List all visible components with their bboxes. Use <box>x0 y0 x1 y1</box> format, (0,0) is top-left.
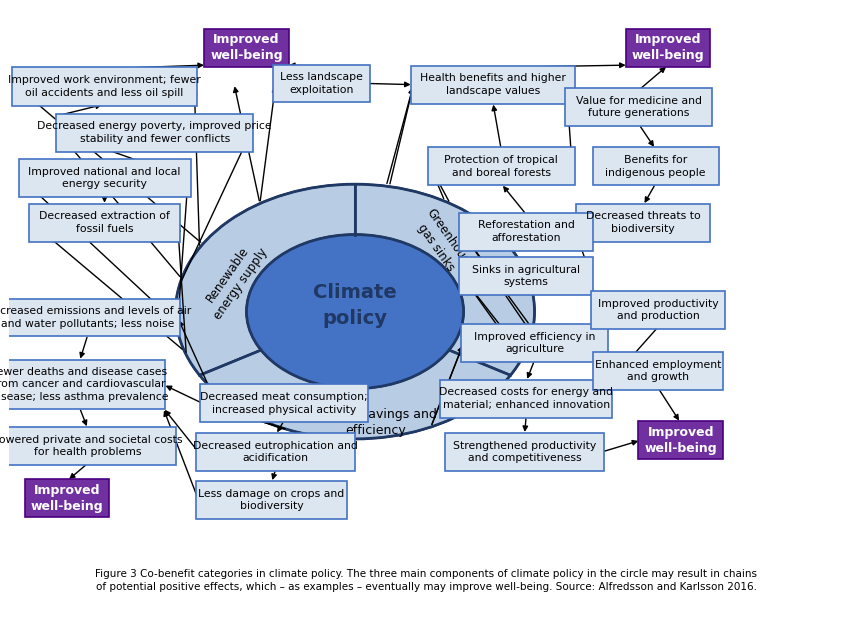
Text: Decreased meat consumption;
increased physical activity: Decreased meat consumption; increased ph… <box>200 392 368 415</box>
FancyBboxPatch shape <box>440 380 613 417</box>
Text: Improved
well-being: Improved well-being <box>210 33 283 62</box>
FancyBboxPatch shape <box>25 479 109 517</box>
Text: Improved national and local
energy security: Improved national and local energy secur… <box>28 167 181 189</box>
Text: Lowered private and societal costs
for health problems: Lowered private and societal costs for h… <box>0 435 182 457</box>
Text: Improved
well-being: Improved well-being <box>31 484 103 513</box>
FancyBboxPatch shape <box>0 427 176 465</box>
FancyBboxPatch shape <box>56 114 253 151</box>
FancyBboxPatch shape <box>593 352 723 390</box>
Text: Decreased extraction of
fossil fuels: Decreased extraction of fossil fuels <box>39 211 170 234</box>
Polygon shape <box>199 350 510 439</box>
Polygon shape <box>176 184 355 375</box>
Text: Decreased energy poverty, improved price
stability and fewer conflicts: Decreased energy poverty, improved price… <box>37 122 272 144</box>
Text: Improved work environment; fewer
oil accidents and less oil spill: Improved work environment; fewer oil acc… <box>9 75 201 98</box>
Text: Climate
policy: Climate policy <box>314 283 397 328</box>
Polygon shape <box>355 184 534 375</box>
Text: Sinks in agricultural
systems: Sinks in agricultural systems <box>472 265 580 287</box>
FancyBboxPatch shape <box>196 433 355 471</box>
FancyBboxPatch shape <box>428 147 574 185</box>
Text: Enhanced employment
and growth: Enhanced employment and growth <box>595 359 722 382</box>
Text: Value for medicine and
future generations: Value for medicine and future generation… <box>576 96 702 118</box>
FancyBboxPatch shape <box>445 433 604 471</box>
FancyBboxPatch shape <box>19 159 191 197</box>
FancyBboxPatch shape <box>196 481 347 519</box>
FancyBboxPatch shape <box>576 204 711 242</box>
Text: Fewer deaths and disease cases
from cancer and cardiovascular
disease; less asth: Fewer deaths and disease cases from canc… <box>0 367 168 402</box>
Text: Protection of tropical
and boreal forests: Protection of tropical and boreal forest… <box>444 155 558 178</box>
Text: Benefits for
indigenous people: Benefits for indigenous people <box>606 155 705 178</box>
Text: Renewable
energy supply: Renewable energy supply <box>198 236 270 322</box>
Text: Less landscape
exploitation: Less landscape exploitation <box>280 72 363 95</box>
Text: Strengthened productivity
and competitiveness: Strengthened productivity and competitiv… <box>453 440 596 463</box>
Text: Reforestation and
afforestation: Reforestation and afforestation <box>478 220 574 243</box>
Text: Energy savings and
efficiency: Energy savings and efficiency <box>314 408 437 437</box>
Text: Improved productivity
and production: Improved productivity and production <box>598 299 718 321</box>
Text: Less damage on crops and
biodiversity: Less damage on crops and biodiversity <box>199 489 345 511</box>
Circle shape <box>246 234 463 388</box>
FancyBboxPatch shape <box>626 29 711 67</box>
FancyBboxPatch shape <box>12 67 197 106</box>
FancyBboxPatch shape <box>459 257 593 295</box>
FancyBboxPatch shape <box>0 299 180 336</box>
FancyBboxPatch shape <box>593 147 718 185</box>
Text: Decreased costs for energy and
material; enhanced innovation: Decreased costs for energy and material;… <box>439 388 613 410</box>
Text: Improved efficiency in
agriculture: Improved efficiency in agriculture <box>474 332 596 354</box>
Text: Improved
well-being: Improved well-being <box>632 33 705 62</box>
FancyBboxPatch shape <box>459 213 593 251</box>
FancyBboxPatch shape <box>0 359 165 410</box>
FancyBboxPatch shape <box>591 291 725 328</box>
FancyBboxPatch shape <box>29 204 180 242</box>
FancyBboxPatch shape <box>200 384 368 422</box>
Text: Decreased eutrophication and
acidification: Decreased eutrophication and acidificati… <box>193 440 358 463</box>
Text: Decreased threats to
biodiversity: Decreased threats to biodiversity <box>585 211 700 234</box>
Text: Figure 3 Co-benefit categories in climate policy. The three main components of c: Figure 3 Co-benefit categories in climat… <box>95 569 757 592</box>
FancyBboxPatch shape <box>411 66 574 104</box>
Text: Greenhouse
gas sinks: Greenhouse gas sinks <box>411 206 475 281</box>
FancyBboxPatch shape <box>566 88 712 126</box>
Text: Improved
well-being: Improved well-being <box>644 426 717 455</box>
FancyBboxPatch shape <box>204 29 289 67</box>
Text: Decreased emissions and levels of air
and water pollutants; less noise: Decreased emissions and levels of air an… <box>0 307 191 328</box>
FancyBboxPatch shape <box>461 324 608 362</box>
Text: Health benefits and higher
landscape values: Health benefits and higher landscape val… <box>420 73 566 96</box>
FancyBboxPatch shape <box>273 64 370 102</box>
FancyBboxPatch shape <box>638 421 722 459</box>
